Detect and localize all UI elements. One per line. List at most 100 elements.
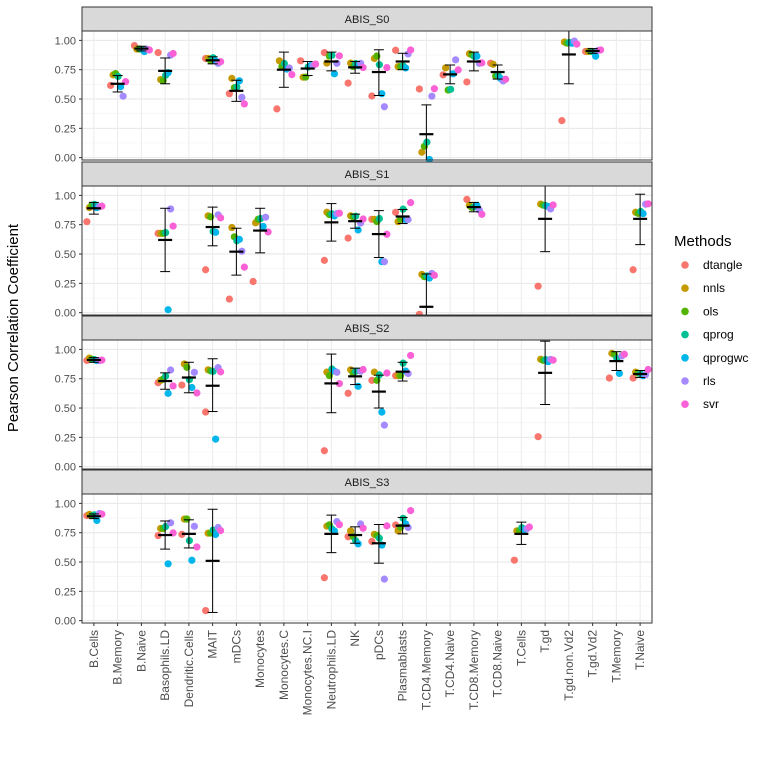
point-dtangle <box>392 46 400 54</box>
point-svr <box>217 368 225 376</box>
point-svr <box>407 46 415 54</box>
point-svr <box>620 350 628 358</box>
panel-background <box>82 340 652 469</box>
y-tick-label: 0.50 <box>55 94 76 106</box>
point-svr <box>407 199 415 207</box>
y-tick-label: 0.50 <box>55 249 76 261</box>
facet-title: ABIS_S0 <box>345 14 390 26</box>
point-rls <box>167 366 175 374</box>
point-dtangle <box>320 447 328 455</box>
point-qprogwc <box>212 530 220 539</box>
point-qprogwc <box>164 560 172 568</box>
point-svr <box>169 382 177 390</box>
y-tick-label: 0.25 <box>55 278 76 290</box>
point-svr <box>549 356 557 364</box>
facet-title: ABIS_S3 <box>345 477 390 489</box>
point-dtangle <box>178 381 186 389</box>
point-qprogwc <box>164 389 172 397</box>
point-svr <box>430 271 438 279</box>
point-qprogwc <box>354 540 362 548</box>
point-dtangle <box>202 408 210 416</box>
facet-title: ABIS_S1 <box>345 169 390 181</box>
x-tick-label: Dendritic.Cells <box>182 630 196 707</box>
point-svr <box>502 75 510 83</box>
point-svr <box>644 365 652 374</box>
point-svr <box>454 66 462 74</box>
panel-border <box>81 339 653 470</box>
point-dtangle <box>534 282 542 290</box>
point-svr <box>312 60 320 68</box>
point-svr <box>407 351 415 360</box>
legend-key-qprogwc <box>681 354 689 362</box>
point-svr <box>525 523 533 531</box>
y-tick-label: 1.00 <box>55 498 76 510</box>
x-tick-label: pDCs <box>372 630 386 660</box>
point-dtangle <box>463 78 471 86</box>
point-rls <box>119 92 127 100</box>
legend-items: dtangle nnls ols qprog qprogwc rls svr <box>681 258 748 411</box>
point-dtangle <box>629 374 637 382</box>
chart-panels: ABIS_S0 0.00 0.25 0.50 0.75 1.00 ABIS_S1 0.00 0.… <box>55 6 653 628</box>
point-dtangle <box>83 218 91 226</box>
point-dtangle <box>297 57 305 65</box>
x-tick-label: T.gd.Vd2 <box>586 630 600 678</box>
point-svr <box>359 524 367 532</box>
point-dtangle <box>320 256 328 264</box>
point-svr <box>383 369 391 377</box>
legend-label-svr: svr <box>703 397 719 411</box>
point-rls <box>380 575 388 583</box>
point-dtangle <box>415 85 423 93</box>
panel-background <box>82 186 652 315</box>
point-qprogwc <box>425 155 433 164</box>
panel-border <box>81 30 653 161</box>
x-tick-label: B.Naive <box>134 630 148 672</box>
y-tick-label: 0.75 <box>55 220 76 232</box>
x-tick-label: T.Cells <box>514 630 528 666</box>
point-rls <box>262 213 270 221</box>
point-rls <box>452 56 460 64</box>
point-nnls <box>347 527 355 535</box>
point-svr <box>240 263 248 271</box>
point-svr <box>549 201 557 209</box>
legend-label-qprog: qprog <box>703 328 734 342</box>
point-ols <box>302 73 310 81</box>
point-qprogwc <box>117 83 125 91</box>
x-tick-label: NK <box>348 630 362 647</box>
point-svr <box>359 63 367 72</box>
x-tick-label: T.CD8.Naive <box>491 630 505 698</box>
point-svr <box>335 521 343 529</box>
y-tick-label: 1.00 <box>55 344 76 356</box>
y-tick-label: 0.75 <box>55 65 76 77</box>
point-rls <box>238 93 246 101</box>
legend-label-rls: rls <box>703 374 716 388</box>
y-tick-label: 0.75 <box>55 374 76 386</box>
point-dtangle <box>344 389 352 397</box>
point-svr <box>217 526 225 535</box>
point-svr <box>217 214 225 222</box>
point-ols <box>207 213 215 221</box>
point-dtangle <box>392 208 400 216</box>
x-tick-label: T.CD8.Memory <box>467 630 481 710</box>
point-svr <box>383 230 391 238</box>
point-svr <box>383 522 391 530</box>
point-dtangle <box>629 266 637 274</box>
facet-title: ABIS_S2 <box>345 323 390 335</box>
point-dtangle <box>463 195 471 203</box>
facet-strip <box>81 315 653 341</box>
panel-background <box>82 31 652 160</box>
point-svr <box>407 507 415 515</box>
point-qprogwc <box>615 369 623 378</box>
point-rls <box>333 368 341 376</box>
point-rls <box>380 421 388 429</box>
y-tick-label: 0.00 <box>55 616 76 628</box>
y-tick-label: 0.50 <box>55 403 76 415</box>
point-dtangle <box>273 105 281 113</box>
point-dtangle <box>368 376 376 384</box>
y-tick-label: 1.00 <box>55 190 76 202</box>
point-svr <box>217 58 225 66</box>
point-qprogwc <box>639 209 647 218</box>
y-tick-label: 0.25 <box>55 586 76 598</box>
facet-panel-3: ABIS_S3 0.00 0.25 0.50 0.75 1.00 <box>55 469 653 628</box>
point-svr <box>644 200 652 208</box>
facet-strip <box>81 161 653 187</box>
